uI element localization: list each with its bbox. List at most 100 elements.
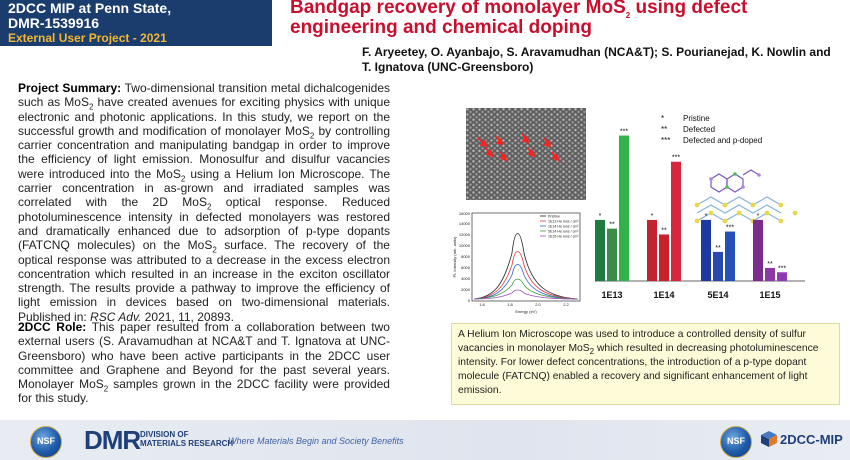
- summary-text: have created avenues for exciting physic…: [18, 95, 390, 138]
- y-tick: 14000: [459, 221, 471, 226]
- page-title: Bandgap recovery of monolayer MoS2 using…: [290, 0, 830, 38]
- y-axis-label: PL Intensity (arb. units): [452, 236, 457, 278]
- bar-marker-label: **: [767, 261, 773, 268]
- nsf-logo-right: NSF: [720, 426, 752, 458]
- role-text: This paper resulted from a collaboration…: [18, 320, 390, 392]
- bar-1E15-1: [765, 267, 775, 281]
- subscript: 2: [589, 347, 595, 357]
- micrograph-image: [466, 108, 586, 200]
- bar-1E14-0: [647, 219, 657, 281]
- division-line: DIVISION OF: [140, 430, 189, 439]
- subscript: 2: [212, 245, 217, 255]
- y-tick: 0: [468, 298, 471, 303]
- bar-chart-svg: ******1E13******1E14******5E14******1E15…: [591, 109, 809, 306]
- title-text: Bandgap recovery of monolayer MoS: [290, 0, 626, 18]
- x-axis-label: Energy (eV): [515, 309, 537, 314]
- subscript: 2: [206, 202, 212, 212]
- curve-5e14: [473, 278, 579, 300]
- nsf-logo-text: NSF: [37, 436, 55, 446]
- bar-1E13-1: [607, 228, 617, 281]
- project-summary: Project Summary: Two-dimensional transit…: [18, 81, 390, 324]
- bar-marker-label: ***: [726, 225, 734, 232]
- role-label: 2DCC Role:: [18, 320, 87, 334]
- x-tick: 2.2: [563, 302, 569, 307]
- nsf-logo: NSF: [30, 426, 62, 458]
- bar-1E15-2: [777, 272, 787, 281]
- pl-intensity-bar-chart: * ** *** 1E13 * ** *** 1E14 * ** *** 5E14 * ** *** 1E15…: [591, 109, 809, 306]
- bar-1E14-1: [659, 234, 669, 281]
- legend-entry: 1E15 He ions / cm²: [548, 234, 579, 238]
- y-tick: 8000: [461, 254, 471, 259]
- division-line: MATERIALS RESEARCH: [140, 439, 234, 448]
- nsf-logo-text: NSF: [727, 436, 745, 446]
- curve-1e14: [473, 264, 579, 300]
- summary-text: optical response. Reduced photoluminesce…: [18, 195, 390, 253]
- bar-5E14-2: [725, 231, 735, 281]
- summary-text: Two-dimensional transition metal dichalc…: [18, 81, 390, 110]
- program-banner: 2DCC MIP at Penn State, DMR-1539916 Exte…: [0, 0, 272, 46]
- legend-entry: Defected: [683, 125, 715, 134]
- legend-entry: Pristine: [683, 114, 710, 123]
- y-tick: 4000: [461, 276, 471, 281]
- molecule-illustration: [694, 169, 798, 224]
- subscript: 2: [180, 174, 186, 184]
- legend-marker: ***: [661, 136, 670, 145]
- 2dcc-mip-icon: [761, 431, 777, 447]
- pl-spectra-svg: 0 2000 4000 6000 8000 10000 12000 14000 …: [452, 211, 581, 314]
- x-tick: 1.6: [479, 302, 485, 307]
- pristine-curve: [473, 233, 579, 300]
- figure-caption: A Helium Ion Microscope was used to intr…: [451, 323, 840, 405]
- program-name: 2DCC MIP at Penn State,: [8, 0, 172, 16]
- legend-entry: 1E14 He ions / cm²: [548, 224, 579, 228]
- bar-5E14-0: [701, 219, 711, 281]
- bar-marker-label: ***: [672, 155, 680, 162]
- legend-entry: 5E14 He ions / cm²: [548, 229, 579, 233]
- bar-marker-label: ***: [778, 265, 786, 272]
- bar-marker-label: *: [651, 213, 654, 220]
- legend-entry: 1E13 He ions / cm²: [548, 219, 579, 223]
- y-tick: 2000: [461, 287, 471, 292]
- bar-marker-label: ***: [620, 129, 628, 136]
- summary-text: using a Helium Ion Microscope. The carri…: [18, 166, 390, 210]
- caption-text: A Helium Ion Microscope was used to intr…: [458, 329, 806, 354]
- division-name: DIVISION OF MATERIALS RESEARCH: [140, 430, 233, 448]
- him-micrograph: [466, 108, 586, 200]
- curve-1e15: [473, 289, 579, 300]
- bar-marker-label: *: [705, 213, 708, 220]
- project-type: External User Project - 2021: [8, 31, 167, 45]
- y-tick: 10000: [459, 243, 471, 248]
- bar-marker-label: **: [661, 227, 667, 234]
- footer-bar: NSF DMR DIVISION OF MATERIALS RESEARCH W…: [0, 420, 850, 460]
- summary-label: Project Summary:: [18, 81, 122, 95]
- role-text: samples grown in the 2DCC facility were …: [18, 377, 390, 406]
- subscript: 2: [309, 131, 315, 141]
- y-tick: 12000: [459, 232, 471, 237]
- legend-marker: **: [661, 125, 667, 134]
- legend-marker: *: [661, 114, 664, 123]
- bar-marker-label: *: [757, 213, 760, 220]
- caption-text: which resulted in decreasing photolumine…: [458, 343, 819, 396]
- bar-marker-label: **: [715, 245, 721, 252]
- x-tick: 1.8: [507, 302, 513, 307]
- summary-text: 2021, 11, 20893.: [141, 309, 234, 324]
- journal-name: RSC Adv.: [90, 309, 142, 324]
- bar-1E14-2: [671, 161, 681, 281]
- bar-marker-label: **: [609, 222, 615, 229]
- category-label: 1E14: [653, 290, 674, 300]
- authors: F. Aryeetey, O. Ayanbajo, S. Aravamudhan…: [362, 45, 831, 74]
- 2dcc-mip-logo-text: 2DCC-MIP: [780, 432, 843, 447]
- award-number: DMR-1539916: [8, 15, 100, 31]
- dmr-logo: DMR: [84, 425, 141, 455]
- y-tick: 16000: [459, 211, 471, 216]
- bar-marker-label: *: [599, 213, 602, 220]
- category-label: 1E13: [601, 290, 622, 300]
- category-label: 5E14: [707, 290, 728, 300]
- bar-5E14-1: [713, 251, 723, 281]
- category-label: 1E15: [759, 290, 780, 300]
- legend-entry: Pristine: [548, 214, 560, 218]
- tagline: Where Materials Begin and Society Benefi…: [228, 436, 404, 446]
- bar-1E13-2: [619, 135, 629, 281]
- role-section: 2DCC Role: This paper resulted from a co…: [18, 320, 390, 406]
- title-text-rest: using defect engineering and chemical do…: [290, 0, 748, 38]
- bar-1E13-0: [595, 219, 605, 281]
